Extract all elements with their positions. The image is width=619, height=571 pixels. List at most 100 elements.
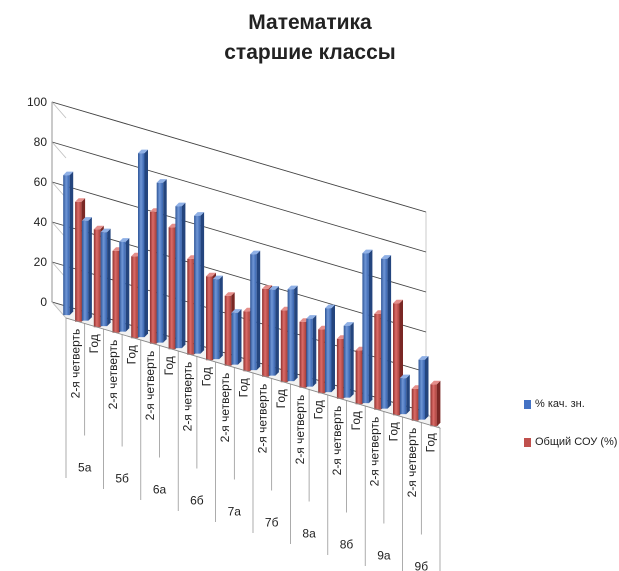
bar-quality-top xyxy=(194,212,205,216)
bar-sou-top xyxy=(75,198,86,202)
bar-quality xyxy=(119,238,130,332)
bar-quality-front xyxy=(343,325,351,398)
bar-sou-front xyxy=(336,338,344,399)
bar-quality-front xyxy=(399,378,407,415)
x-axis-labels: 2-я четверть Год 2-я четверть Год 2-я четвер… xyxy=(65,317,441,571)
bar-quality-top xyxy=(119,238,130,242)
bar-sou xyxy=(430,380,441,427)
bar-quality xyxy=(362,249,373,404)
bar-quality-front xyxy=(268,289,276,376)
x-sublabel: Год xyxy=(311,400,325,419)
bar-sou-front xyxy=(355,350,363,405)
x-sublabel: Год xyxy=(199,367,213,386)
bar-quality-front xyxy=(119,241,126,332)
y-tick-label: 40 xyxy=(34,215,48,229)
bar-quality-top xyxy=(231,309,242,313)
bar-quality xyxy=(100,228,111,327)
bar-quality-side xyxy=(312,315,317,387)
bar-quality-front xyxy=(250,254,257,371)
bar-sou-front xyxy=(149,211,157,344)
x-sublabel: Год xyxy=(237,378,251,397)
x-sublabel: 2-я четверть xyxy=(368,417,382,487)
bar-quality-top xyxy=(381,255,392,259)
bar-quality-side xyxy=(125,238,130,332)
bar-quality-side xyxy=(219,275,223,360)
x-sublabel: 2-я четверть xyxy=(255,384,269,454)
bar-sou-top xyxy=(262,285,273,289)
bar-quality-top xyxy=(63,171,74,176)
bar-quality xyxy=(418,356,429,420)
bar-quality-front xyxy=(362,253,369,404)
bar-sou-front xyxy=(374,313,381,410)
bar-quality-side xyxy=(294,285,298,382)
bar-sou-front xyxy=(206,276,213,361)
bar-quality-top xyxy=(362,249,373,254)
x-sublabel: 2-я четверть xyxy=(68,329,82,399)
bar-quality-front xyxy=(231,312,238,365)
bar-sou-top xyxy=(224,292,235,296)
bar-sou-top xyxy=(206,272,216,277)
bar-sou-front xyxy=(430,384,437,427)
bar-sou-front xyxy=(187,258,194,355)
bar-quality-side xyxy=(107,228,111,327)
x-group-label: 9б xyxy=(415,560,429,571)
bar-quality-front xyxy=(381,258,388,409)
bar-quality-front xyxy=(156,182,164,343)
bar-quality-side xyxy=(144,149,148,338)
bar-quality-front xyxy=(175,206,182,349)
bar-quality-top xyxy=(287,285,298,290)
gridline-side xyxy=(51,301,67,319)
x-sublabel: Год xyxy=(162,356,176,375)
bar-quality xyxy=(250,250,261,371)
chart-title: Математика старшие классы xyxy=(150,8,470,68)
bar-quality xyxy=(287,285,298,382)
y-tick-label: 100 xyxy=(27,95,47,109)
bar-quality-side xyxy=(238,309,242,365)
y-tick-label: 60 xyxy=(34,175,48,189)
legend-swatch-red xyxy=(524,437,531,447)
bar-quality-side xyxy=(275,286,279,376)
bar-quality-top xyxy=(268,286,279,290)
x-sublabel: Год xyxy=(424,433,438,452)
bar-quality-side xyxy=(181,202,186,349)
bar-quality xyxy=(194,212,205,354)
bar-sou-front xyxy=(75,201,82,322)
bar-sou-side xyxy=(436,380,441,427)
y-tick-label: 80 xyxy=(34,135,48,149)
bar-sou-top xyxy=(93,225,104,230)
bar-quality-top xyxy=(399,374,410,379)
legend-item-quality: % кач. зн. xyxy=(524,396,617,412)
bar-quality-top xyxy=(418,356,429,360)
bar-quality-front xyxy=(81,220,89,321)
bar-sou-front xyxy=(318,329,325,394)
x-sublabel: 2-я четверть xyxy=(330,406,344,476)
gridline-side xyxy=(51,101,67,119)
x-group-label: 7б xyxy=(265,516,279,530)
x-group-label: 6б xyxy=(190,494,204,508)
bar-quality-front xyxy=(212,279,220,360)
bar-quality-side xyxy=(387,255,392,409)
bar-quality-top xyxy=(325,304,335,309)
bar-quality-top xyxy=(100,228,111,233)
bar-quality-front xyxy=(63,175,70,316)
bar-quality-top xyxy=(306,315,317,319)
bar-quality xyxy=(399,374,410,415)
bar-sou-top xyxy=(430,380,441,385)
bar-quality-top xyxy=(81,217,92,221)
x-group-label: 8а xyxy=(302,527,316,541)
legend-label: % кач. зн. xyxy=(535,398,585,410)
legend-item-sou: Общий СОУ (%) xyxy=(524,434,617,450)
gridline xyxy=(51,141,427,253)
bar-quality-side xyxy=(331,304,335,393)
bar-quality-front xyxy=(325,308,332,393)
bar-quality xyxy=(381,255,392,409)
bar-quality-front xyxy=(418,359,425,420)
x-sublabel: 2-я четверть xyxy=(293,395,307,465)
x-sublabel: 2-я четверть xyxy=(405,428,419,498)
y-tick-label: 0 xyxy=(40,295,47,309)
bar-sou-front xyxy=(280,310,288,383)
x-sublabel: 2-я четверть xyxy=(106,340,120,410)
bar-quality xyxy=(268,286,279,376)
bar-quality-side xyxy=(256,250,261,371)
